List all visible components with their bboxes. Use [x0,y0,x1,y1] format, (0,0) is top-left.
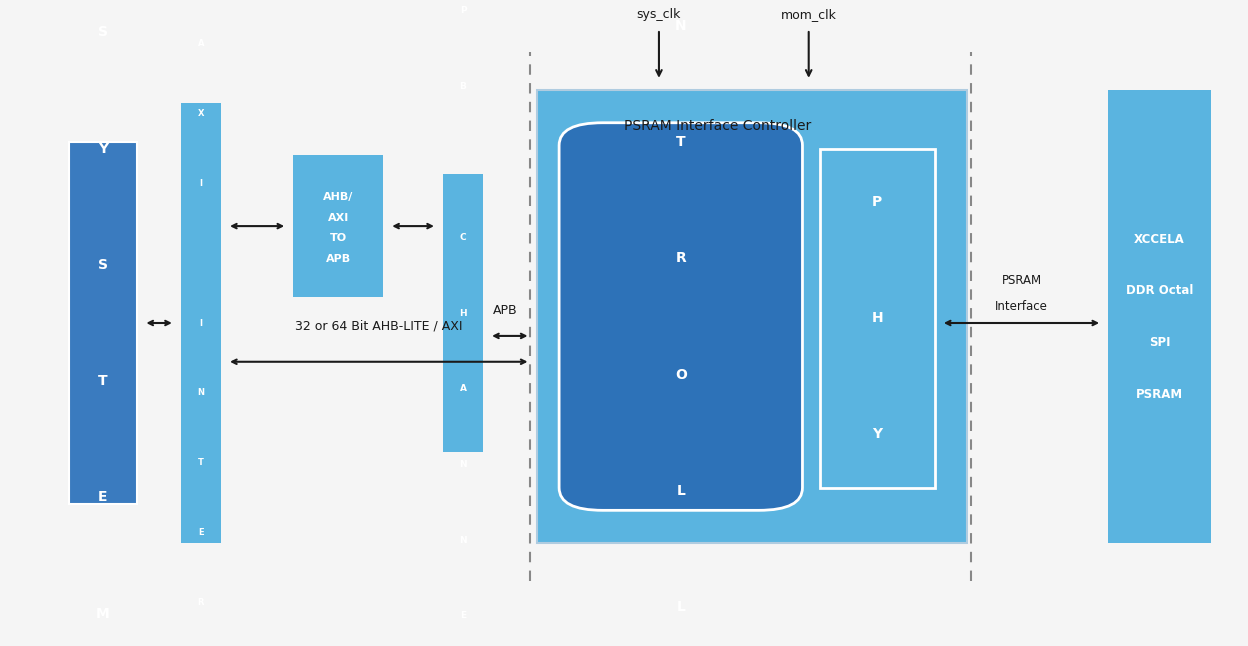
Text: XCCELA: XCCELA [1134,233,1184,245]
Text: 32 or 64 Bit AHB-LITE / AXI: 32 or 64 Bit AHB-LITE / AXI [295,320,463,333]
Text: TO: TO [329,233,347,244]
Text: X: X [197,109,205,118]
Text: E: E [99,490,107,505]
FancyBboxPatch shape [443,174,483,452]
Text: sys_clk: sys_clk [636,8,681,21]
Text: L: L [676,600,685,614]
Text: E: E [461,611,466,620]
Text: APB: APB [326,254,351,264]
Text: N: N [675,19,686,33]
Text: I: I [200,179,202,188]
Text: PSRAM: PSRAM [1136,388,1183,401]
FancyBboxPatch shape [537,90,967,543]
Text: Interface: Interface [995,300,1048,313]
Text: AXI: AXI [327,213,349,223]
Text: M: M [96,607,110,621]
Text: T: T [99,374,107,388]
Text: Y: Y [97,141,109,156]
Text: I: I [200,318,202,328]
Text: SPI: SPI [1148,336,1171,349]
Text: T: T [676,135,685,149]
Text: R: R [675,251,686,266]
Text: R: R [197,598,205,607]
Text: A: A [459,384,467,393]
FancyBboxPatch shape [293,155,383,297]
Text: C: C [459,233,467,242]
Text: E: E [198,528,203,537]
FancyBboxPatch shape [181,103,221,543]
FancyBboxPatch shape [559,123,802,510]
Text: P: P [872,195,882,209]
Text: APB: APB [493,304,518,317]
Text: P: P [459,6,467,16]
Text: B: B [459,82,467,91]
FancyBboxPatch shape [820,149,935,488]
Text: S: S [97,258,109,272]
Text: AHB/: AHB/ [323,192,353,202]
Text: O: O [675,368,686,382]
Text: DDR Octal: DDR Octal [1126,284,1193,297]
Text: H: H [459,309,467,318]
Text: H: H [871,311,884,325]
Text: T: T [198,458,203,467]
Text: N: N [459,460,467,469]
Text: N: N [459,536,467,545]
Text: Y: Y [872,428,882,441]
Text: PSRAM Interface Controller: PSRAM Interface Controller [624,119,811,133]
Text: A: A [197,39,205,48]
FancyBboxPatch shape [69,142,137,504]
Text: N: N [197,388,205,397]
Text: S: S [97,25,109,39]
FancyBboxPatch shape [1108,90,1211,543]
Text: PSRAM: PSRAM [1001,275,1042,287]
Text: L: L [676,484,685,498]
Text: mom_clk: mom_clk [781,8,836,21]
